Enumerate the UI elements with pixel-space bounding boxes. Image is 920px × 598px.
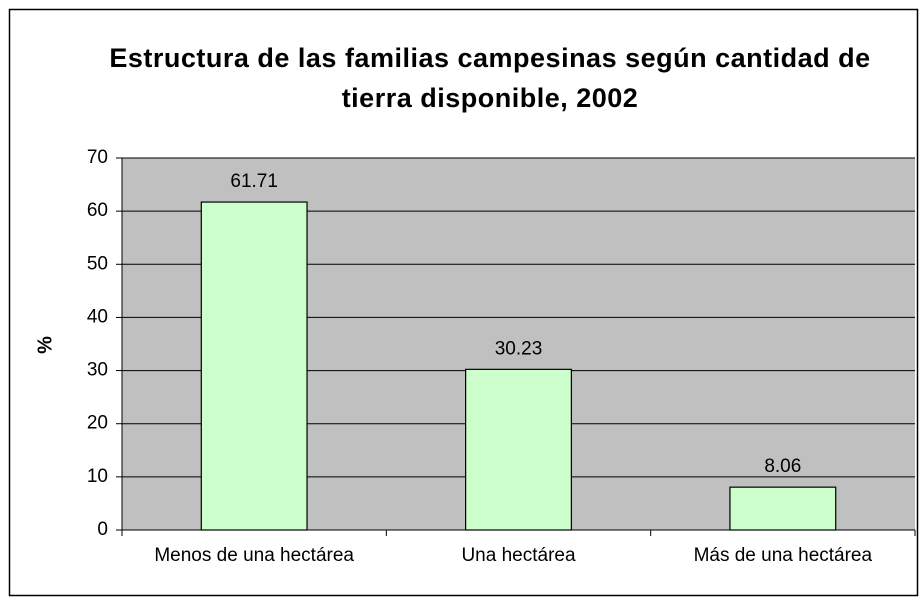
x-tick-label: Una hectárea [461,545,576,566]
x-tick-label: Más de una hectárea [694,545,873,566]
y-tick-label: 50 [87,253,108,274]
y-tick-label: 0 [97,519,108,540]
y-tick-label: 10 [87,466,108,487]
bar [465,368,572,531]
y-tick-label: 30 [87,360,108,381]
y-tick-label: 40 [87,306,108,327]
y-tick-label: 20 [87,413,108,434]
bar [729,486,837,531]
y-axis-label: % [34,336,56,354]
data-label: 8.06 [764,456,801,477]
data-label: 30.23 [495,338,543,359]
chart-title: Estructura de las familias campesinas se… [109,43,871,113]
bar [200,201,308,531]
y-tick-label: 60 [87,200,108,221]
data-label: 61.71 [230,171,278,192]
y-tick-label: 70 [87,147,108,168]
x-tick-label: Menos de una hectárea [154,545,354,566]
